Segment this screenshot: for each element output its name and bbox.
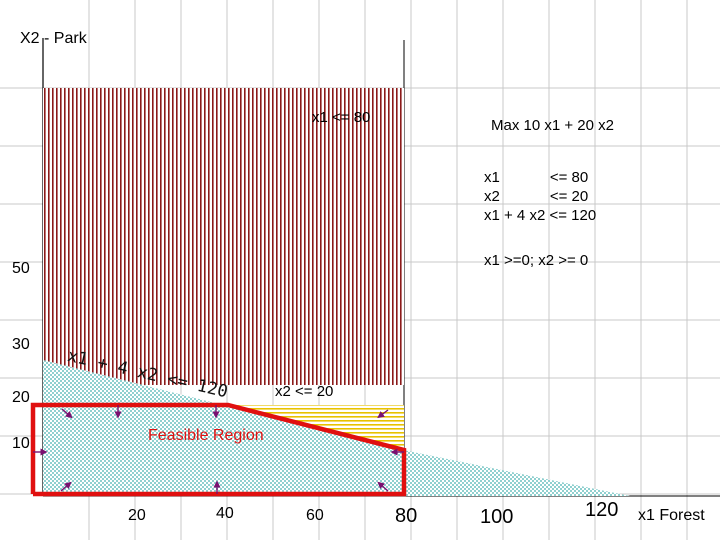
y-tick-label: 10 <box>12 435 30 452</box>
combined-constraint-region <box>43 360 630 496</box>
y-axis-title: X2 - Park <box>20 30 87 47</box>
x-tick-label: 80 <box>395 505 418 527</box>
y-tick-label: 20 <box>12 389 30 406</box>
x-tick-label: 100 <box>480 506 514 528</box>
y-tick-label: 50 <box>12 260 30 277</box>
x1-bound-hatch-region <box>43 88 404 385</box>
constraint-list: x1 <= 80 x2 <= 20 x1 + 4 x2 <= 120 <box>484 168 596 225</box>
x-tick-label: 20 <box>128 507 146 524</box>
feasible-region-outline <box>30 402 407 497</box>
y-tick-label: 30 <box>12 336 30 353</box>
constraint-item: x1 <= 80 <box>484 169 589 186</box>
feasible-region-label: Feasible Region <box>148 427 264 444</box>
x2-bound-label: x2 <= 20 <box>275 383 334 400</box>
x-axis-title: x1 Forest <box>638 507 705 524</box>
objective-function: Max 10 x1 + 20 x2 <box>491 117 614 134</box>
nonnegativity-constraint: x1 >=0; x2 >= 0 <box>484 252 589 269</box>
constraint-item: x1 + 4 x2 <= 120 <box>484 207 597 224</box>
x-tick-label: 40 <box>216 505 234 522</box>
constraint-item: x2 <= 20 <box>484 188 589 205</box>
x-tick-label: 60 <box>306 507 324 524</box>
constraint-direction-arrows <box>33 405 404 494</box>
x1-bound-label: x1 <= 80 <box>312 109 371 126</box>
x-tick-label: 120 <box>585 499 619 521</box>
